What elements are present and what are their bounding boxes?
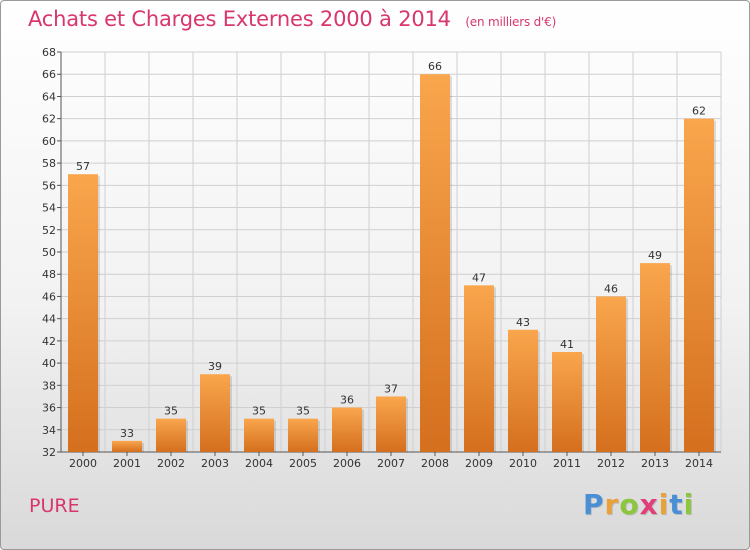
x-tick-label: 2014 [685, 457, 713, 470]
bar-2004 [244, 418, 274, 452]
value-label: 57 [76, 160, 90, 173]
y-tick-label: 58 [42, 157, 56, 170]
y-tick-label: 56 [42, 179, 56, 192]
x-tick-label: 2009 [465, 457, 493, 470]
bar-2013 [640, 263, 670, 452]
proxiti-logo: Proxiti [583, 488, 694, 521]
y-tick-label: 50 [42, 246, 56, 259]
y-tick-label: 36 [42, 402, 56, 415]
bar-2010 [508, 329, 538, 452]
value-label: 37 [384, 382, 398, 395]
logo-letter: t [669, 488, 684, 521]
x-tick-label: 2003 [201, 457, 229, 470]
logo-letter: x [639, 488, 659, 521]
value-label: 66 [428, 60, 442, 73]
logo-letter: o [619, 488, 640, 521]
chart-subtitle: (en milliers d'€) [465, 15, 557, 29]
x-tick-label: 2001 [113, 457, 141, 470]
value-label: 39 [208, 360, 222, 373]
x-tick-label: 2008 [421, 457, 449, 470]
logo-letter: i [683, 488, 695, 521]
bars [68, 74, 716, 453]
bar-2003 [200, 374, 230, 452]
bar-2011 [552, 352, 582, 452]
x-tick-label: 2007 [377, 457, 405, 470]
y-tick-label: 46 [42, 290, 56, 303]
x-tick-label: 2010 [509, 457, 537, 470]
value-label: 36 [340, 394, 354, 407]
value-label: 47 [472, 271, 486, 284]
logo-letter: P [583, 488, 605, 521]
y-tick-label: 38 [42, 379, 56, 392]
bar-2000 [68, 174, 98, 452]
logo-letter: r [604, 488, 620, 521]
y-tick-label: 62 [42, 113, 56, 126]
value-labels: 57 33 35 39 35 35 36 37 66 47 43 41 46 49 62 [76, 60, 706, 440]
y-tick-label: 52 [42, 224, 56, 237]
bar-2001 [112, 440, 142, 452]
x-tick-label: 2002 [157, 457, 185, 470]
city-name: PURE [29, 495, 80, 517]
y-tick-label: 32 [42, 446, 56, 459]
bar-2012 [596, 296, 626, 452]
value-label: 41 [560, 338, 574, 351]
bar-2009 [464, 285, 494, 452]
x-tick-label: 2000 [69, 457, 97, 470]
value-label: 49 [648, 249, 662, 262]
y-tick-label: 64 [42, 90, 56, 103]
y-tick-label: 66 [42, 68, 56, 81]
value-label: 35 [252, 405, 266, 418]
y-tick-label: 60 [42, 135, 56, 148]
x-tick-label: 2005 [289, 457, 317, 470]
value-label: 43 [516, 316, 530, 329]
x-tick-label: 2012 [597, 457, 625, 470]
bar-2008 [420, 74, 450, 452]
x-tick-label: 2004 [245, 457, 273, 470]
y-tick-label: 48 [42, 268, 56, 281]
y-tick-label: 44 [42, 313, 56, 326]
y-tick-label: 68 [42, 46, 56, 59]
bar-2014 [684, 118, 714, 453]
chart-title-text: Achats et Charges Externes 2000 à 2014 [28, 7, 451, 31]
y-tick-label: 54 [42, 202, 56, 215]
logo-letter: i [658, 488, 670, 521]
value-label: 35 [296, 405, 310, 418]
value-label: 33 [120, 427, 134, 440]
bar-2002 [156, 418, 186, 452]
bar-2005 [288, 418, 318, 452]
bar-2007 [376, 396, 406, 452]
y-tick-label: 40 [42, 357, 56, 370]
chart-title: Achats et Charges Externes 2000 à 2014 (… [28, 7, 556, 31]
y-tick-label: 42 [42, 335, 56, 348]
value-label: 46 [604, 282, 618, 295]
x-tick-label: 2006 [333, 457, 361, 470]
y-tick-label: 34 [42, 424, 56, 437]
bar-2006 [332, 407, 362, 452]
value-label: 62 [692, 105, 706, 118]
x-tick-label: 2013 [641, 457, 669, 470]
value-label: 35 [164, 405, 178, 418]
x-tick-label: 2011 [553, 457, 581, 470]
